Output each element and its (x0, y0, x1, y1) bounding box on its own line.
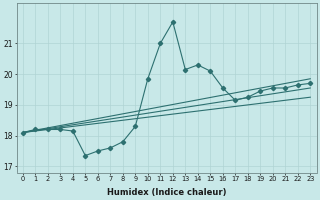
X-axis label: Humidex (Indice chaleur): Humidex (Indice chaleur) (107, 188, 226, 197)
